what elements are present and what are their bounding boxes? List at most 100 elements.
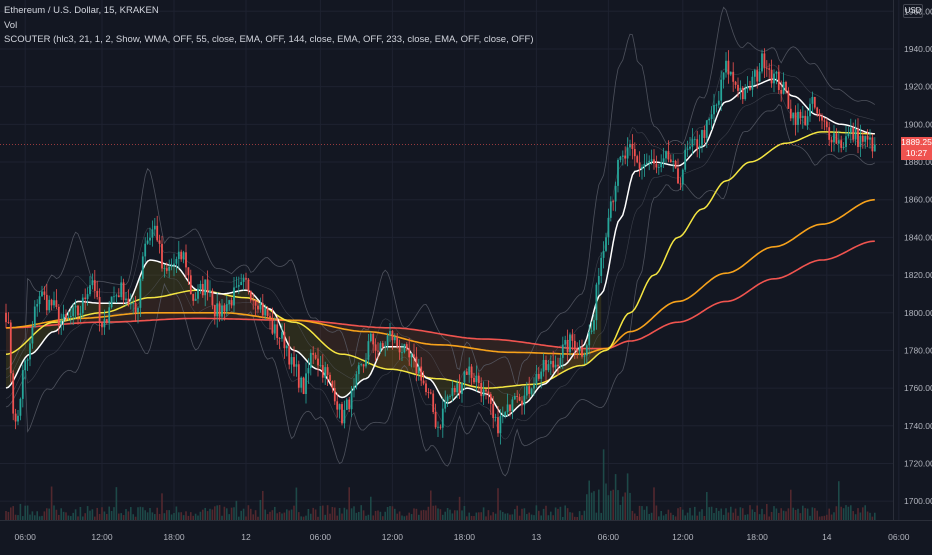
volume-bar bbox=[804, 508, 806, 520]
candle-body bbox=[36, 304, 38, 306]
candle-body bbox=[341, 404, 343, 423]
volume-bar bbox=[257, 517, 259, 520]
candle-body bbox=[310, 353, 312, 368]
volume-bar bbox=[682, 510, 684, 520]
volume-bar bbox=[828, 509, 830, 520]
volume-bar bbox=[495, 514, 497, 520]
candle-body bbox=[718, 101, 720, 105]
volume-bar bbox=[420, 510, 422, 520]
volume-bar bbox=[800, 513, 802, 520]
volume-bar bbox=[492, 512, 494, 520]
candle-body bbox=[768, 68, 770, 69]
candle-body bbox=[27, 359, 29, 360]
symbol-title[interactable]: Ethereum / U.S. Dollar, 15, KRAKEN bbox=[4, 4, 534, 19]
volume-indicator-label[interactable]: Vol bbox=[4, 19, 534, 34]
volume-bar bbox=[536, 505, 538, 520]
candle-body bbox=[672, 161, 674, 162]
volume-bar bbox=[521, 509, 523, 520]
volume-bar bbox=[730, 507, 732, 520]
candle-body bbox=[778, 72, 780, 90]
volume-bar bbox=[735, 509, 737, 520]
candle-body bbox=[507, 404, 509, 412]
volume-bar bbox=[94, 517, 96, 520]
candle-body bbox=[132, 303, 134, 304]
volume-bar bbox=[51, 487, 53, 520]
candle-body bbox=[492, 404, 494, 418]
candle-body bbox=[178, 252, 180, 259]
price-tick-label: 1900.00 bbox=[904, 119, 932, 129]
volume-bar bbox=[692, 515, 694, 520]
volume-bar bbox=[874, 513, 876, 520]
candle-body bbox=[370, 334, 372, 341]
scouter-indicator-label[interactable]: SCOUTER (hlc3, 21, 1, 2, Show, WMA, OFF,… bbox=[4, 33, 534, 48]
candle-body bbox=[730, 72, 732, 75]
candle-body bbox=[197, 289, 199, 299]
volume-bar bbox=[24, 506, 26, 520]
candle-body bbox=[358, 365, 360, 374]
candle-body bbox=[226, 304, 228, 311]
volume-bar bbox=[243, 509, 245, 520]
volume-bar bbox=[130, 507, 132, 520]
volume-bar bbox=[658, 516, 660, 520]
volume-bar bbox=[358, 512, 360, 520]
candle-body bbox=[372, 334, 374, 345]
volume-bar bbox=[526, 514, 528, 520]
volume-bar bbox=[406, 516, 408, 520]
volume-bar bbox=[711, 507, 713, 520]
candle-body bbox=[396, 337, 398, 347]
volume-bar bbox=[48, 509, 50, 520]
candle-body bbox=[267, 308, 269, 316]
candle-body bbox=[723, 73, 725, 80]
volume-bar bbox=[192, 516, 194, 520]
chart-legend: Ethereum / U.S. Dollar, 15, KRAKEN Vol S… bbox=[4, 4, 534, 48]
volume-bar bbox=[135, 517, 137, 520]
volume-bar bbox=[778, 513, 780, 520]
candle-body bbox=[651, 159, 653, 160]
candle-body bbox=[384, 346, 386, 347]
candle-body bbox=[204, 279, 206, 295]
candle-body bbox=[687, 149, 689, 150]
candle-body bbox=[394, 337, 396, 340]
candle-body bbox=[248, 280, 250, 291]
volume-bar bbox=[293, 506, 295, 520]
volume-bar bbox=[195, 514, 197, 520]
candle-body bbox=[828, 127, 830, 140]
volume-bar bbox=[507, 513, 509, 520]
volume-bar bbox=[216, 505, 218, 520]
candle-body bbox=[581, 347, 583, 357]
volume-bar bbox=[603, 449, 605, 520]
candle-body bbox=[399, 346, 401, 352]
volume-bar bbox=[723, 515, 725, 520]
volume-bar bbox=[296, 488, 298, 520]
candle-body bbox=[572, 334, 574, 340]
candle bbox=[432, 390, 434, 414]
volume-bar bbox=[716, 508, 718, 520]
candle-body bbox=[641, 167, 643, 169]
candle-body bbox=[689, 147, 691, 149]
price-tick-label: 1860.00 bbox=[904, 195, 932, 205]
volume-bar bbox=[219, 505, 221, 520]
time-tick-label: 18:00 bbox=[747, 532, 769, 542]
candle-body bbox=[533, 384, 535, 388]
volume-bar bbox=[137, 507, 139, 520]
volume-bar bbox=[838, 481, 840, 520]
volume-bar bbox=[812, 507, 814, 520]
candle-body bbox=[260, 303, 262, 309]
volume-bar bbox=[694, 507, 696, 520]
volume-bar bbox=[432, 506, 434, 520]
candle-body bbox=[540, 372, 542, 379]
currency-button[interactable]: USD bbox=[903, 4, 923, 18]
volume-bar bbox=[569, 512, 571, 520]
candle-body bbox=[87, 294, 89, 299]
volume-bar bbox=[543, 509, 545, 520]
candle-body bbox=[826, 121, 828, 127]
candle-body bbox=[444, 402, 446, 409]
volume-bar bbox=[204, 508, 206, 520]
volume-bar bbox=[418, 515, 420, 520]
volume-bar bbox=[648, 514, 650, 520]
candle-body bbox=[188, 267, 190, 275]
volume-bar bbox=[101, 507, 103, 520]
volume-bar bbox=[281, 514, 283, 520]
